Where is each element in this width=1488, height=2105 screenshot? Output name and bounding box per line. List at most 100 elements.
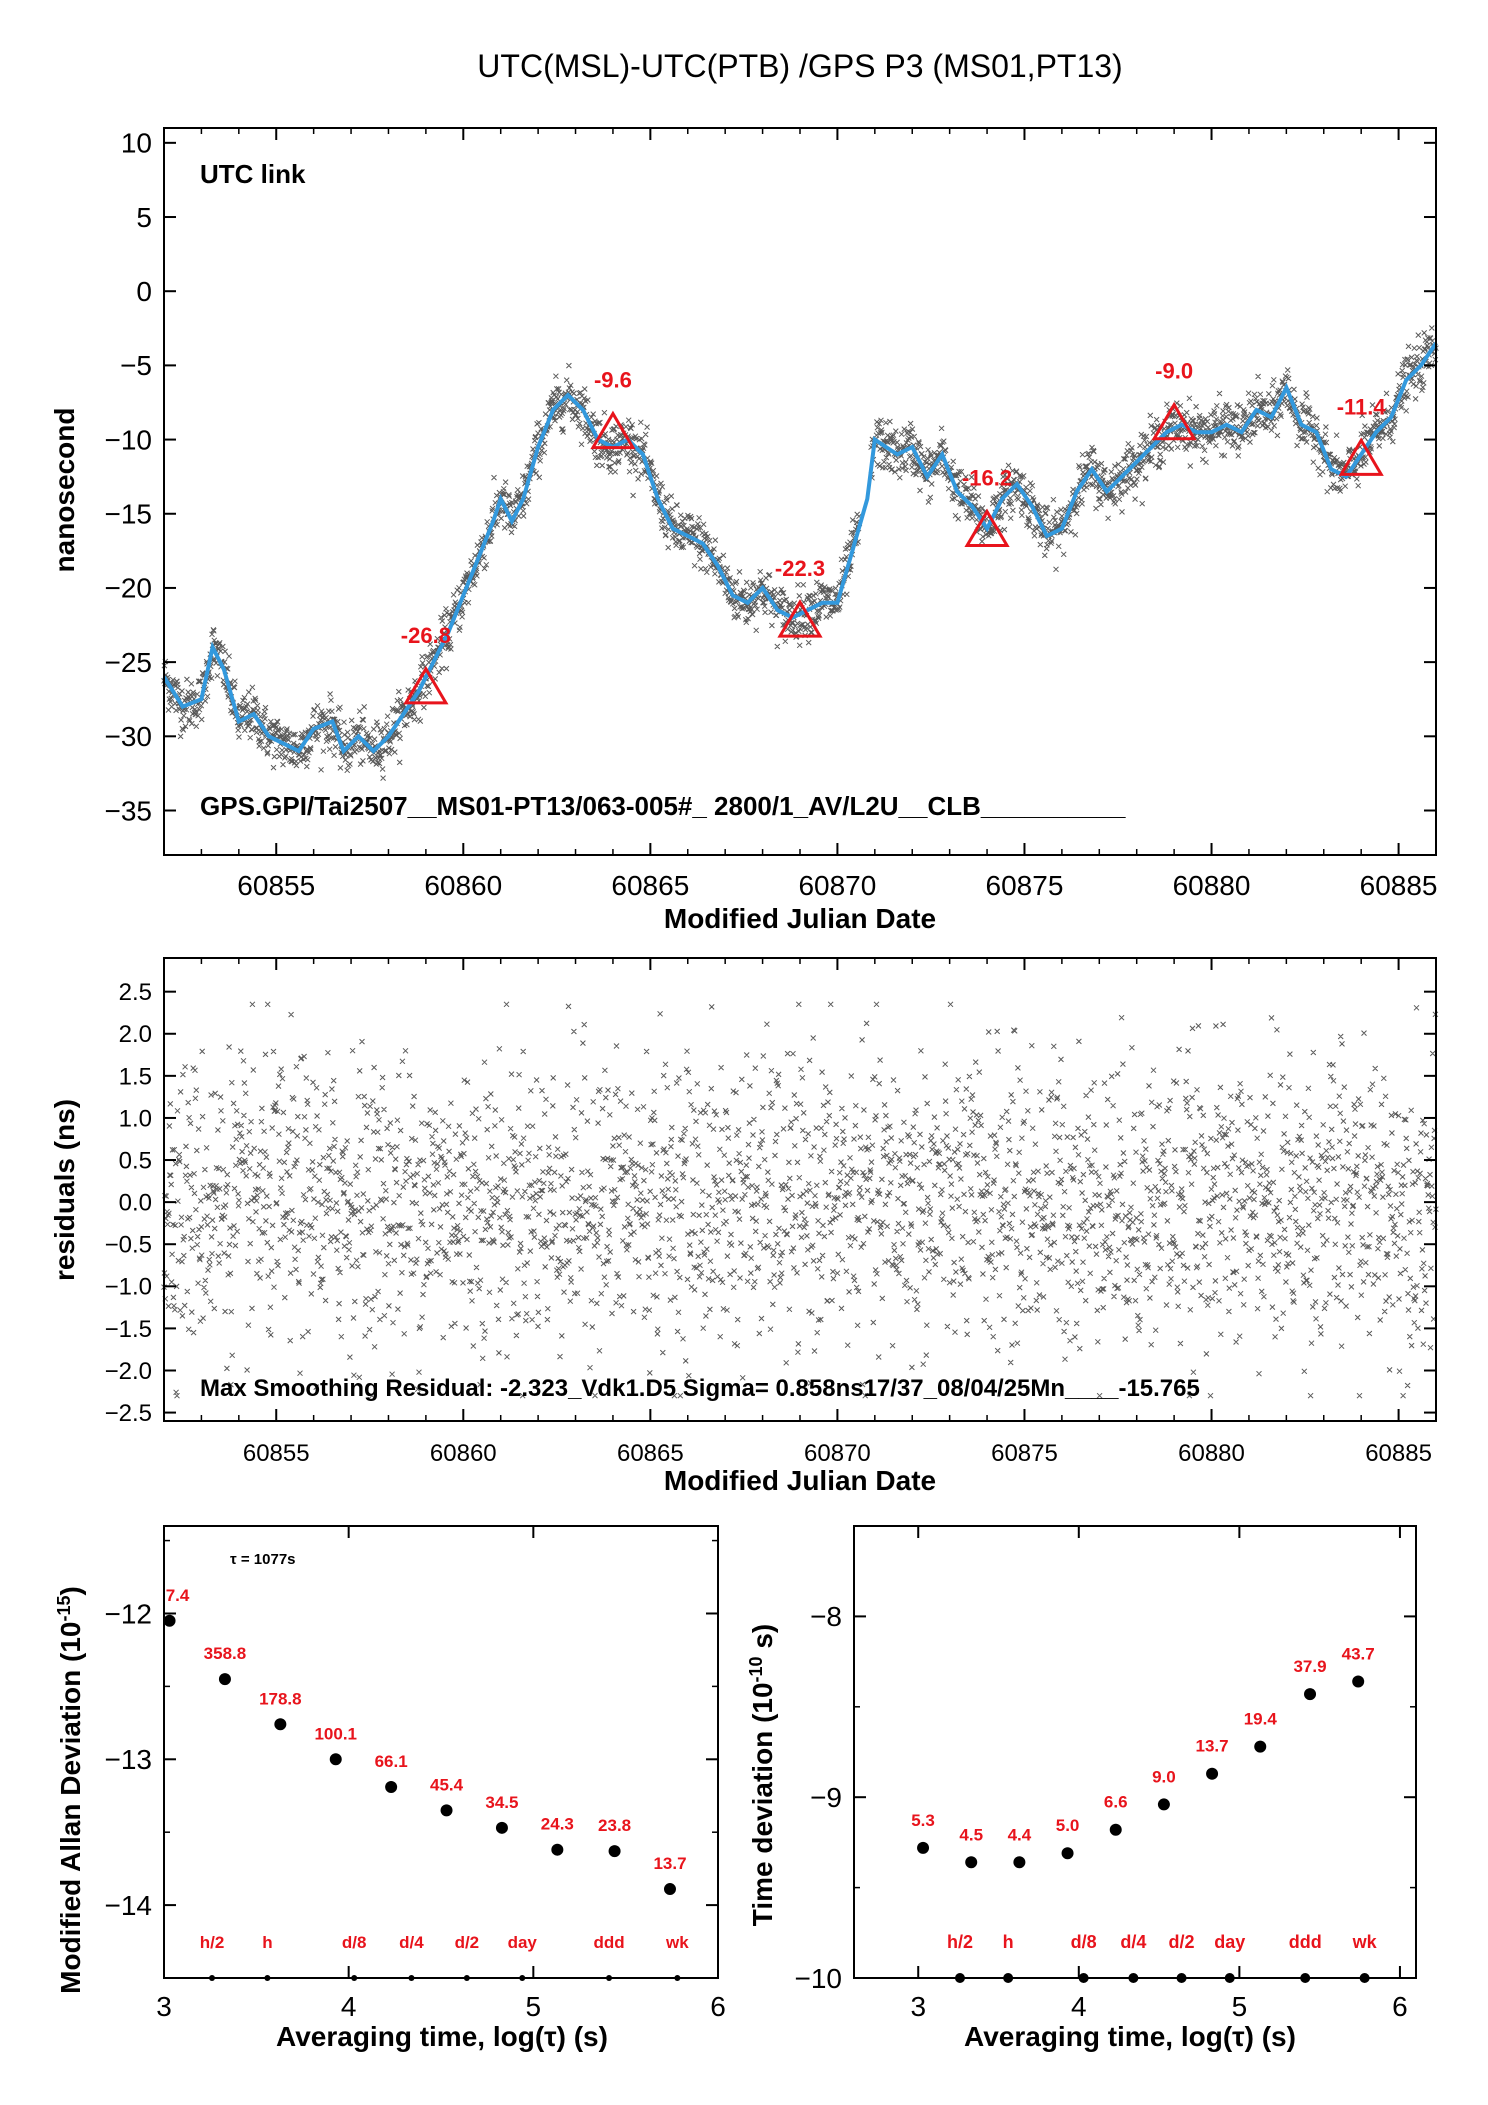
x-tick-label: 60875: [986, 870, 1064, 901]
x-tick-label: 3: [156, 1991, 172, 2022]
averaging-marker-label: wk: [1352, 1932, 1378, 1952]
y-tick-label: −13: [105, 1744, 153, 1775]
y-tick-label: −2.5: [105, 1400, 152, 1427]
averaging-marker-label: d/8: [1071, 1932, 1097, 1952]
y-axis-ticks: −12 −13 −14: [105, 1539, 718, 1979]
x-tick-label: 5: [1232, 1991, 1248, 2022]
y-axis-label: Time deviation (10-10 s): [746, 1624, 778, 1927]
averaging-marker-label: d/4: [399, 1933, 424, 1952]
daily-markers: -26.8 -9.6 -22.3 -16.2 -9.0 -11.4: [401, 359, 1387, 705]
averaging-marker: [606, 1975, 613, 1981]
x-tick-label: 60880: [1173, 870, 1251, 901]
averaging-marker: [209, 1975, 216, 1981]
tdev-point: [917, 1841, 930, 1854]
y-tick-label: −10: [795, 1963, 843, 1994]
raw-data-scatter: [161, 325, 1439, 781]
averaging-marker: [1176, 1973, 1187, 1983]
mdev-point-label: 13.7: [653, 1854, 686, 1873]
averaging-marker-label: d/4: [1120, 1932, 1146, 1952]
x-axis-ticks: 60855 60860 60865 60870 60875 60880 60885: [200, 958, 1437, 1467]
averaging-marker-label: d/8: [342, 1933, 367, 1952]
y-tick-label: −35: [105, 795, 153, 826]
tdev-point: [1352, 1675, 1365, 1688]
x-axis-label: Modified Julian Date: [664, 903, 936, 934]
x-tick-label: 60885: [1360, 870, 1438, 901]
marker-triangle: [590, 410, 636, 450]
x-tick-label: 60865: [611, 870, 689, 901]
y-tick-label: −2.0: [105, 1358, 152, 1385]
marker-triangle: [1338, 437, 1384, 476]
y-tick-label: −25: [105, 647, 153, 678]
y-axis-ticks: 10 5 0 −5 −10 −15 −20 −25 −30 −35: [105, 128, 1436, 826]
averaging-marker: [954, 1973, 965, 1983]
residual-points: [161, 1001, 1439, 1399]
mdev-point-label: 24.3: [541, 1815, 574, 1834]
x-tick-label: 60875: [991, 1440, 1058, 1467]
y-tick-label: 1.5: [119, 1063, 152, 1090]
tdev-point-label: 4.4: [1008, 1825, 1032, 1844]
marker-triangle: [964, 508, 1010, 548]
marker-triangle: [403, 665, 449, 705]
residuals-scatter: [161, 1001, 1439, 1399]
mdev-point: [608, 1845, 621, 1858]
y-tick-label: −1.0: [105, 1274, 152, 1301]
y-tick-label: −1.5: [105, 1316, 152, 1343]
mdev-point: [163, 1614, 176, 1627]
averaging-marker: [351, 1975, 358, 1981]
mdev-point: [440, 1804, 453, 1817]
mdev-point: [218, 1673, 231, 1686]
y-axis-label-main: Modified Allan Deviation (10: [55, 1622, 86, 1994]
y-tick-label: 5: [136, 202, 152, 233]
mdev-point: [663, 1883, 676, 1896]
tdev-point-label: 19.4: [1244, 1710, 1278, 1729]
mdev-point-label: 23.8: [598, 1816, 631, 1835]
y-tick-label: −10: [105, 424, 153, 455]
y-tick-label: −8: [810, 1601, 842, 1632]
tdev-point-label: 6.6: [1104, 1793, 1128, 1812]
x-tick-label: 60855: [243, 1440, 310, 1467]
marker-label: -9.6: [594, 368, 632, 393]
info-line: GPS.GPI/Tai2507__MS01-PT13/063-005#_ 280…: [200, 791, 1126, 821]
y-tick-label: −0.5: [105, 1232, 152, 1259]
tdev-point: [1013, 1856, 1026, 1869]
y-tick-label: 0.5: [119, 1147, 152, 1174]
y-axis-label: Modified Allan Deviation (10-15): [54, 1586, 86, 1994]
x-tick-label: 60885: [1365, 1440, 1432, 1467]
mdev-points: 7.4 358.8 178.8 100.1 66.1 45.4 34.5 24.3 23.8 13…: [163, 1586, 687, 1896]
y-tick-label: 2.0: [119, 1021, 152, 1048]
y-axis-label-end: s): [747, 1624, 778, 1657]
x-tick-label: 60865: [617, 1440, 684, 1467]
marker-label: -11.4: [1337, 394, 1387, 419]
averaging-marker: [1078, 1973, 1089, 1983]
tdev-point-label: 5.0: [1056, 1816, 1080, 1835]
averaging-marker: [674, 1975, 681, 1981]
x-tick-label: 60860: [430, 1440, 497, 1467]
tdev-point: [1157, 1798, 1170, 1811]
averaging-marker: [1224, 1973, 1235, 1983]
averaging-marker: [463, 1975, 470, 1981]
marker-triangle: [777, 599, 823, 638]
averaging-marker-label: h/2: [947, 1932, 973, 1952]
y-axis-ticks: −8 −9 −10: [795, 1525, 1416, 1994]
x-tick-label: 6: [1392, 1991, 1408, 2022]
y-axis-label-exponent: -15: [54, 1595, 74, 1621]
y-axis-ticks: 2.5 2.0 1.5 1.0 0.5 0.0 −0.5 −1.0 −1.5 −2.0 −2.5: [105, 979, 1436, 1427]
tdev-points: 5.3 4.5 4.4 5.0 6.6 9.0 13.7 19.4 37.9 43.7: [911, 1644, 1375, 1869]
tdev-point: [965, 1856, 978, 1869]
raw-data-points: [161, 325, 1439, 781]
mdev-point: [495, 1821, 508, 1834]
y-tick-label: −9: [810, 1782, 842, 1813]
x-tick-label: 3: [910, 1991, 926, 2022]
y-axis-label: residuals (ns): [49, 1099, 80, 1281]
mdev-point-label: 7.4: [166, 1586, 190, 1605]
averaging-marker: [1003, 1973, 1014, 1983]
mdev-point-label: 34.5: [485, 1793, 518, 1812]
averaging-marker-label: d/2: [1169, 1932, 1195, 1952]
marker-label: -16.2: [962, 466, 1012, 491]
mdev-point-label: 358.8: [204, 1644, 247, 1663]
y-tick-label: −5: [120, 350, 152, 381]
tdev-point-label: 4.5: [959, 1825, 983, 1844]
panel-modified-allan-deviation: 3 4 5 6 −12 −13 −14 7.4 358.8 178.8 100.1 66.1 45.…: [54, 1525, 726, 2052]
mdev-point: [385, 1780, 398, 1793]
